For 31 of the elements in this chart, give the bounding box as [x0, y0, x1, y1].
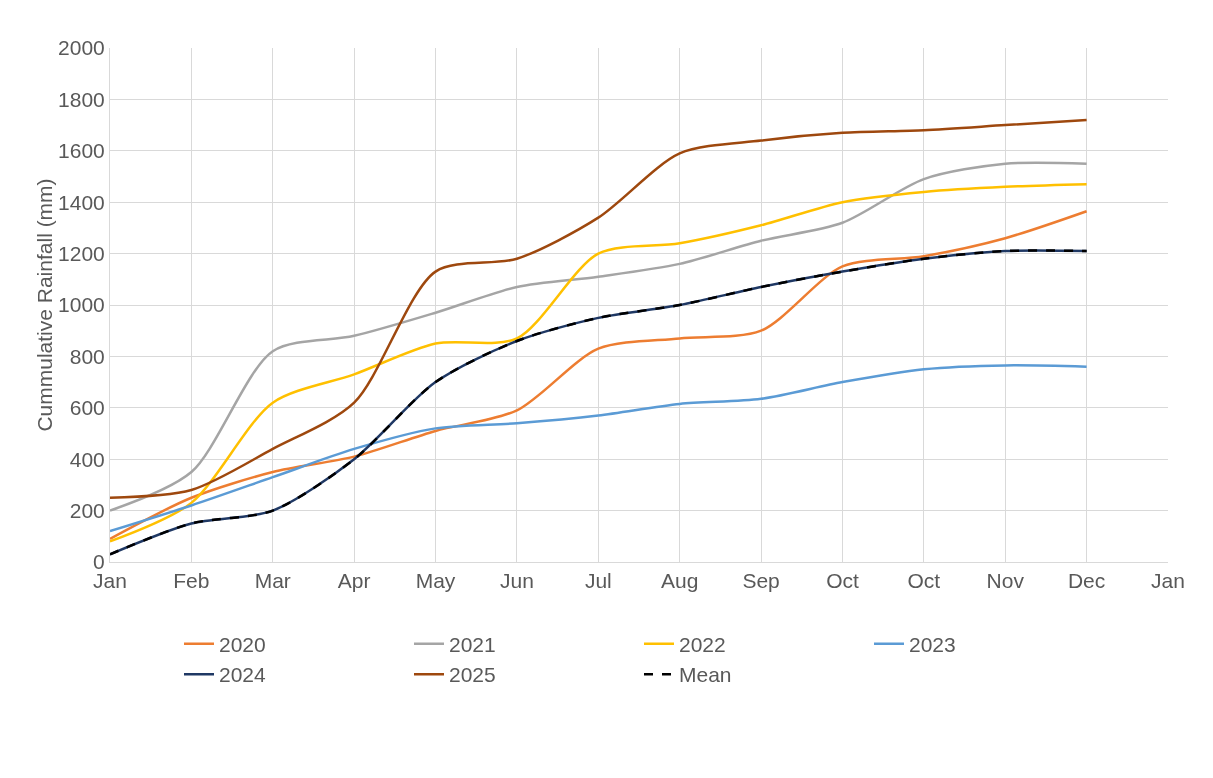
y-tick-label: 2000 [58, 36, 105, 60]
y-tick-label: 1600 [58, 139, 105, 163]
legend-label: 2024 [219, 663, 267, 687]
x-tick-label: Jan [1151, 569, 1185, 593]
x-tick-label: Dec [1067, 569, 1106, 593]
x-tick-label: Feb [173, 569, 210, 593]
legend-label: 2025 [449, 663, 496, 687]
y-tick-label: 1200 [58, 241, 105, 265]
x-tick-label: Jun [499, 569, 534, 593]
legend-label: 2021 [449, 633, 496, 657]
y-tick-label: 1800 [58, 87, 105, 111]
x-tick-label: Jul [584, 569, 612, 593]
y-axis-title: Cummulative Rainfall (mm) [33, 178, 57, 432]
x-tick-label: Sep [742, 569, 780, 593]
y-tick-label: 1400 [58, 190, 105, 214]
y-tick-label: 200 [69, 498, 105, 522]
legend-label: 2020 [219, 633, 266, 657]
y-tick-label: 1000 [58, 293, 105, 317]
x-tick-label: May [415, 569, 456, 593]
x-tick-label: Apr [337, 569, 371, 593]
legend-label: 2023 [909, 633, 956, 657]
y-tick-label: 600 [69, 396, 105, 420]
x-tick-label: Mar [254, 569, 291, 593]
legend-label: Mean [679, 663, 732, 687]
y-tick-label: 800 [69, 344, 105, 368]
legend-label: 2022 [679, 633, 726, 657]
x-tick-label: Aug [661, 569, 699, 593]
y-tick-label: 400 [69, 447, 105, 471]
x-tick-label: Oct [907, 569, 941, 593]
x-tick-label: Nov [986, 569, 1025, 593]
x-tick-label: Oct [826, 569, 859, 593]
